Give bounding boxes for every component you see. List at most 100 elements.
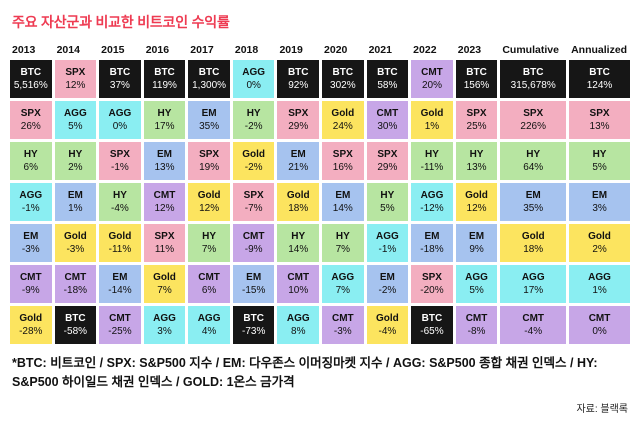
asset-label: CMT [331, 313, 354, 324]
asset-label: SPX [466, 108, 487, 119]
table-cell: EM 14% [322, 183, 364, 221]
column-header: 2020 [324, 44, 348, 56]
column-header: 2021 [368, 44, 392, 56]
return-value: -4% [111, 203, 129, 214]
return-value: 7% [201, 244, 217, 255]
return-value: 1% [592, 285, 607, 296]
asset-label: SPX [109, 149, 130, 160]
return-value: 25% [466, 121, 487, 132]
table-cell: HY 13% [455, 142, 498, 180]
table-cell: AGG -12% [411, 183, 453, 221]
return-value: 124% [586, 80, 613, 91]
table-cell: CMT 30% [366, 101, 409, 139]
return-value: 2% [592, 244, 607, 255]
table-cell: EM -18% [411, 224, 453, 262]
asset-label: HY [157, 108, 172, 119]
table-cell: Gold 18% [277, 183, 320, 221]
return-value: 8% [291, 326, 306, 337]
return-value: 10% [288, 285, 309, 296]
asset-label: AGG [153, 313, 176, 324]
table-cell: SPX 12% [54, 60, 97, 98]
return-value: -14% [108, 285, 132, 296]
table-cell: HY 17% [143, 101, 186, 139]
return-value: 12% [466, 203, 487, 214]
return-value: 156% [463, 80, 490, 91]
return-value: 1% [424, 121, 440, 132]
asset-label: Gold [465, 190, 488, 201]
return-value: 18% [288, 203, 309, 214]
asset-label: BTC [377, 67, 398, 78]
table-cell: SPX 29% [277, 101, 320, 139]
table-cell: EM 3% [569, 183, 630, 221]
return-value: 12% [154, 203, 175, 214]
asset-label: SPX [589, 108, 610, 119]
table-cell: CMT -18% [54, 265, 97, 303]
table-cell: EM 9% [455, 224, 498, 262]
table-cell: SPX -1% [99, 142, 141, 180]
table-cell: Gold -28% [10, 306, 52, 344]
table-cell: Gold 18% [500, 224, 567, 262]
asset-label: HY [291, 231, 306, 242]
return-value: -25% [108, 326, 132, 337]
asset-label: Gold [197, 190, 221, 201]
asset-label: CMT [421, 67, 443, 78]
table-cell: HY -4% [99, 183, 141, 221]
return-value: 226% [520, 121, 546, 132]
return-value: -58% [63, 326, 88, 337]
return-value: -28% [19, 326, 43, 337]
return-value: -2% [378, 285, 397, 296]
return-value: 64% [523, 162, 544, 173]
table-cell: Gold -4% [366, 306, 409, 344]
asset-label: EM [335, 190, 351, 201]
return-value: -20% [420, 285, 444, 296]
table-cell: HY 7% [322, 224, 364, 262]
return-value: 24% [332, 121, 353, 132]
return-value: 20% [421, 80, 442, 91]
table-cell: BTC 119% [143, 60, 186, 98]
return-value: 29% [377, 162, 398, 173]
table-cell: BTC -73% [232, 306, 275, 344]
return-value: 13% [466, 162, 487, 173]
asset-label: AGG [521, 272, 545, 283]
asset-label: HY [202, 231, 217, 242]
asset-label: Gold [286, 190, 310, 201]
return-value: 58% [377, 80, 398, 91]
asset-label: HY [23, 149, 38, 160]
asset-label: CMT [109, 313, 131, 324]
return-value: -9% [21, 285, 40, 296]
return-value: 2% [68, 162, 83, 173]
table-cell: Gold -2% [232, 142, 275, 180]
return-value: -7% [244, 203, 263, 214]
column-header: 2022 [413, 44, 437, 56]
return-value: -11% [108, 244, 132, 255]
asset-label: SPX [243, 190, 264, 201]
asset-label: CMT [287, 272, 310, 283]
asset-label: CMT [242, 231, 265, 242]
asset-label: AGG [242, 67, 266, 78]
asset-label: Gold [420, 108, 444, 119]
asset-label: SPX [154, 231, 175, 242]
table-cell: HY 64% [500, 142, 567, 180]
table-cell: HY 14% [277, 224, 320, 262]
asset-label: BTC [421, 313, 443, 324]
return-value: 5% [469, 285, 484, 296]
page-title: 주요 자산군과 비교한 비트코인 수익률 [12, 14, 230, 30]
table-cell: AGG 7% [322, 265, 364, 303]
column-header: Cumulative [502, 44, 559, 56]
table-cell: AGG 0% [99, 101, 141, 139]
asset-label: EM [157, 149, 172, 160]
asset-label: BTC [589, 67, 610, 78]
return-value: 9% [469, 244, 484, 255]
asset-label: BTC [332, 67, 354, 78]
table-cell: AGG 0% [232, 60, 275, 98]
return-value: 16% [332, 162, 353, 173]
return-value: 18% [523, 244, 544, 255]
asset-label: CMT [19, 272, 42, 283]
return-value: 6% [23, 162, 38, 173]
return-value: 21% [288, 162, 309, 173]
return-value: -9% [244, 244, 263, 255]
asset-label: CMT [153, 190, 176, 201]
return-value: -1% [21, 203, 40, 214]
table-cell: Gold 12% [455, 183, 498, 221]
source-label: 자료: 블랙록 [576, 403, 628, 415]
